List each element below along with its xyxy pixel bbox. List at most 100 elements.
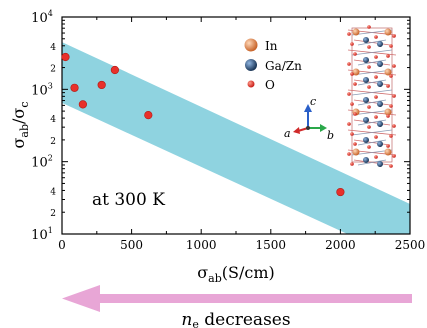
axes-origin bbox=[306, 126, 310, 130]
o-atom bbox=[350, 132, 354, 136]
ga-zn-atom bbox=[363, 37, 369, 43]
data-point-5 bbox=[144, 111, 153, 120]
legend-label-ga-zn: Ga/Zn bbox=[265, 59, 302, 73]
legend-label-in: In bbox=[265, 39, 278, 53]
o-atom bbox=[389, 134, 393, 138]
arrow-label-rest: decreases bbox=[199, 310, 291, 328]
o-atom bbox=[392, 154, 396, 158]
data-point-6 bbox=[336, 187, 345, 197]
ga-zn-atom bbox=[377, 41, 383, 47]
in-atom bbox=[384, 68, 392, 76]
o-atom bbox=[367, 105, 371, 109]
ga-zn-atom bbox=[377, 161, 383, 167]
o-atom bbox=[374, 55, 378, 59]
o-atom bbox=[389, 164, 393, 168]
o-atom bbox=[386, 54, 390, 58]
ga-zn-atom bbox=[377, 101, 383, 107]
o-atom bbox=[392, 34, 396, 38]
y-minor-label-2: 2 bbox=[50, 137, 56, 147]
y-label-numerator-sub: ab bbox=[18, 124, 31, 138]
b-axis-arrowhead bbox=[320, 124, 327, 132]
legend-marker-ga-zn bbox=[245, 59, 257, 71]
y-label-denominator-sub: c bbox=[18, 101, 31, 107]
o-atom bbox=[389, 74, 393, 78]
x-axis-label: σab(S/cm) bbox=[197, 263, 275, 285]
data-points bbox=[61, 52, 345, 197]
x-tick-label-1: 500 bbox=[120, 238, 143, 252]
ga-zn-atom bbox=[377, 141, 383, 147]
ga-zn-atom bbox=[363, 157, 369, 163]
bond-line bbox=[357, 59, 387, 66]
arrow-shaft bbox=[94, 294, 412, 303]
x-tick-label-0: 0 bbox=[58, 238, 66, 252]
decrease-arrow bbox=[62, 285, 412, 312]
o-atom bbox=[389, 104, 393, 108]
y-label-numerator: σ bbox=[9, 138, 28, 149]
o-atom bbox=[367, 65, 371, 69]
o-atom bbox=[353, 142, 357, 146]
o-atom bbox=[374, 115, 378, 119]
x-tick-label-2: 1000 bbox=[186, 238, 217, 252]
y-minor-label-5: 4 bbox=[50, 43, 56, 53]
ga-zn-atom bbox=[363, 77, 369, 83]
y-label-denominator: σ bbox=[9, 108, 28, 119]
o-atom bbox=[353, 82, 357, 86]
x-label-sub: ab bbox=[208, 272, 222, 285]
o-atom bbox=[350, 102, 354, 106]
ga-zn-atom bbox=[363, 137, 369, 143]
crystal-axes-indicator: c b a bbox=[284, 95, 334, 142]
data-point-1 bbox=[70, 83, 79, 92]
o-atom bbox=[367, 125, 371, 129]
c-axis-label: c bbox=[310, 95, 316, 108]
o-atom bbox=[374, 35, 378, 39]
ga-zn-atom bbox=[363, 97, 369, 103]
x-tick-label-4: 2000 bbox=[325, 238, 356, 252]
ga-zn-atom bbox=[363, 57, 369, 63]
o-atom bbox=[392, 94, 396, 98]
bond-line bbox=[351, 49, 393, 56]
o-atom bbox=[347, 32, 351, 36]
o-atom bbox=[367, 145, 371, 149]
bond-line bbox=[357, 159, 387, 166]
y-tick-label-3: 104 bbox=[31, 9, 53, 26]
data-point-4 bbox=[110, 65, 119, 75]
legend-marker-o bbox=[247, 80, 255, 88]
x-label-main: σ bbox=[197, 263, 208, 282]
in-atom bbox=[352, 28, 360, 36]
o-atom bbox=[374, 135, 378, 139]
x-tick-label-3: 1500 bbox=[256, 238, 287, 252]
o-atom bbox=[347, 152, 351, 156]
axis-ticks bbox=[61, 16, 411, 235]
o-atom bbox=[367, 25, 371, 29]
arrow-label-n: n bbox=[181, 310, 192, 328]
bond-line bbox=[357, 39, 387, 46]
unit-cell-frame bbox=[351, 27, 393, 163]
x-tick-label-5: 2500 bbox=[395, 238, 426, 252]
o-atom bbox=[353, 52, 357, 56]
o-atom bbox=[389, 44, 393, 48]
legend: In Ga/Zn O bbox=[244, 38, 302, 92]
ga-zn-atom bbox=[363, 117, 369, 123]
b-axis-label: b bbox=[327, 129, 334, 142]
axis-tick-labels: 0 500 1000 1500 2000 2500 101 102 103 104 2 4 2 4 2 4 bbox=[31, 9, 425, 252]
o-atom bbox=[367, 85, 371, 89]
o-atom bbox=[350, 42, 354, 46]
ga-zn-atom bbox=[377, 61, 383, 67]
y-tick-label-2: 103 bbox=[31, 81, 53, 98]
y-axis-label-text: σab/σc bbox=[9, 101, 31, 148]
y-tick-label-1: 102 bbox=[31, 154, 53, 171]
o-atom bbox=[347, 92, 351, 96]
o-atom bbox=[374, 95, 378, 99]
bond-line bbox=[357, 119, 387, 126]
o-atom bbox=[392, 124, 396, 128]
a-axis-arrowhead bbox=[293, 127, 300, 134]
data-point-2 bbox=[78, 100, 87, 109]
bond-line bbox=[357, 139, 387, 146]
y-axis-label: σab/σc bbox=[9, 101, 31, 148]
o-atom bbox=[367, 45, 371, 49]
ga-zn-atom bbox=[377, 81, 383, 87]
legend-marker-in bbox=[244, 38, 258, 52]
bond-line bbox=[357, 99, 387, 106]
bond-line bbox=[351, 89, 393, 96]
y-minor-label-3: 4 bbox=[50, 115, 56, 125]
